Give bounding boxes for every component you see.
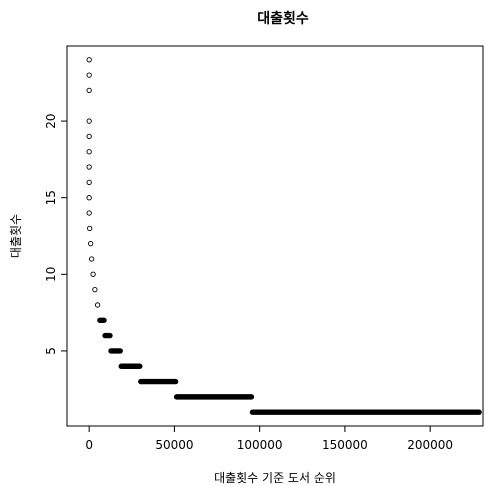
- x-tick-label: 50000: [155, 438, 193, 452]
- chart-title: 대출횟수: [257, 10, 309, 27]
- data-point: [92, 286, 98, 293]
- data-point: [86, 164, 92, 170]
- data-point-run: [249, 409, 482, 415]
- data-point-run: [173, 394, 255, 400]
- data-point: [87, 241, 94, 247]
- data-point-run: [97, 317, 107, 323]
- data-point-run: [118, 363, 143, 369]
- data-point: [86, 195, 92, 201]
- y-tick-label: 20: [44, 113, 58, 128]
- data-point-run: [102, 332, 113, 339]
- y-axis: 5 10 15 20: [44, 113, 68, 355]
- data-points: [86, 57, 482, 415]
- data-point: [90, 271, 96, 277]
- x-tick-label: 150000: [322, 438, 368, 452]
- data-point: [86, 72, 92, 78]
- y-tick-label: 15: [44, 190, 58, 205]
- data-point: [88, 256, 95, 262]
- x-axis: 0 50000 100000 150000 200000: [85, 425, 453, 452]
- y-axis-label: 대출횟수: [9, 214, 23, 258]
- x-axis-label: 대출횟수 기준 도서 순위: [214, 471, 336, 485]
- data-point: [86, 133, 92, 140]
- data-point: [94, 302, 101, 308]
- data-point: [86, 57, 92, 63]
- data-point: [86, 149, 92, 155]
- data-point: [86, 210, 92, 216]
- data-point: [86, 87, 92, 94]
- data-point-run: [138, 378, 179, 385]
- data-point-run: [108, 348, 123, 354]
- x-tick-label: 100000: [237, 438, 283, 452]
- data-point: [86, 179, 92, 186]
- y-tick-label: 10: [44, 267, 58, 282]
- data-point: [86, 118, 92, 124]
- x-tick-label: 0: [85, 438, 93, 452]
- y-tick-label: 5: [44, 347, 58, 355]
- data-point: [87, 225, 93, 231]
- x-tick-label: 200000: [407, 438, 453, 452]
- plot-frame: [66, 45, 484, 427]
